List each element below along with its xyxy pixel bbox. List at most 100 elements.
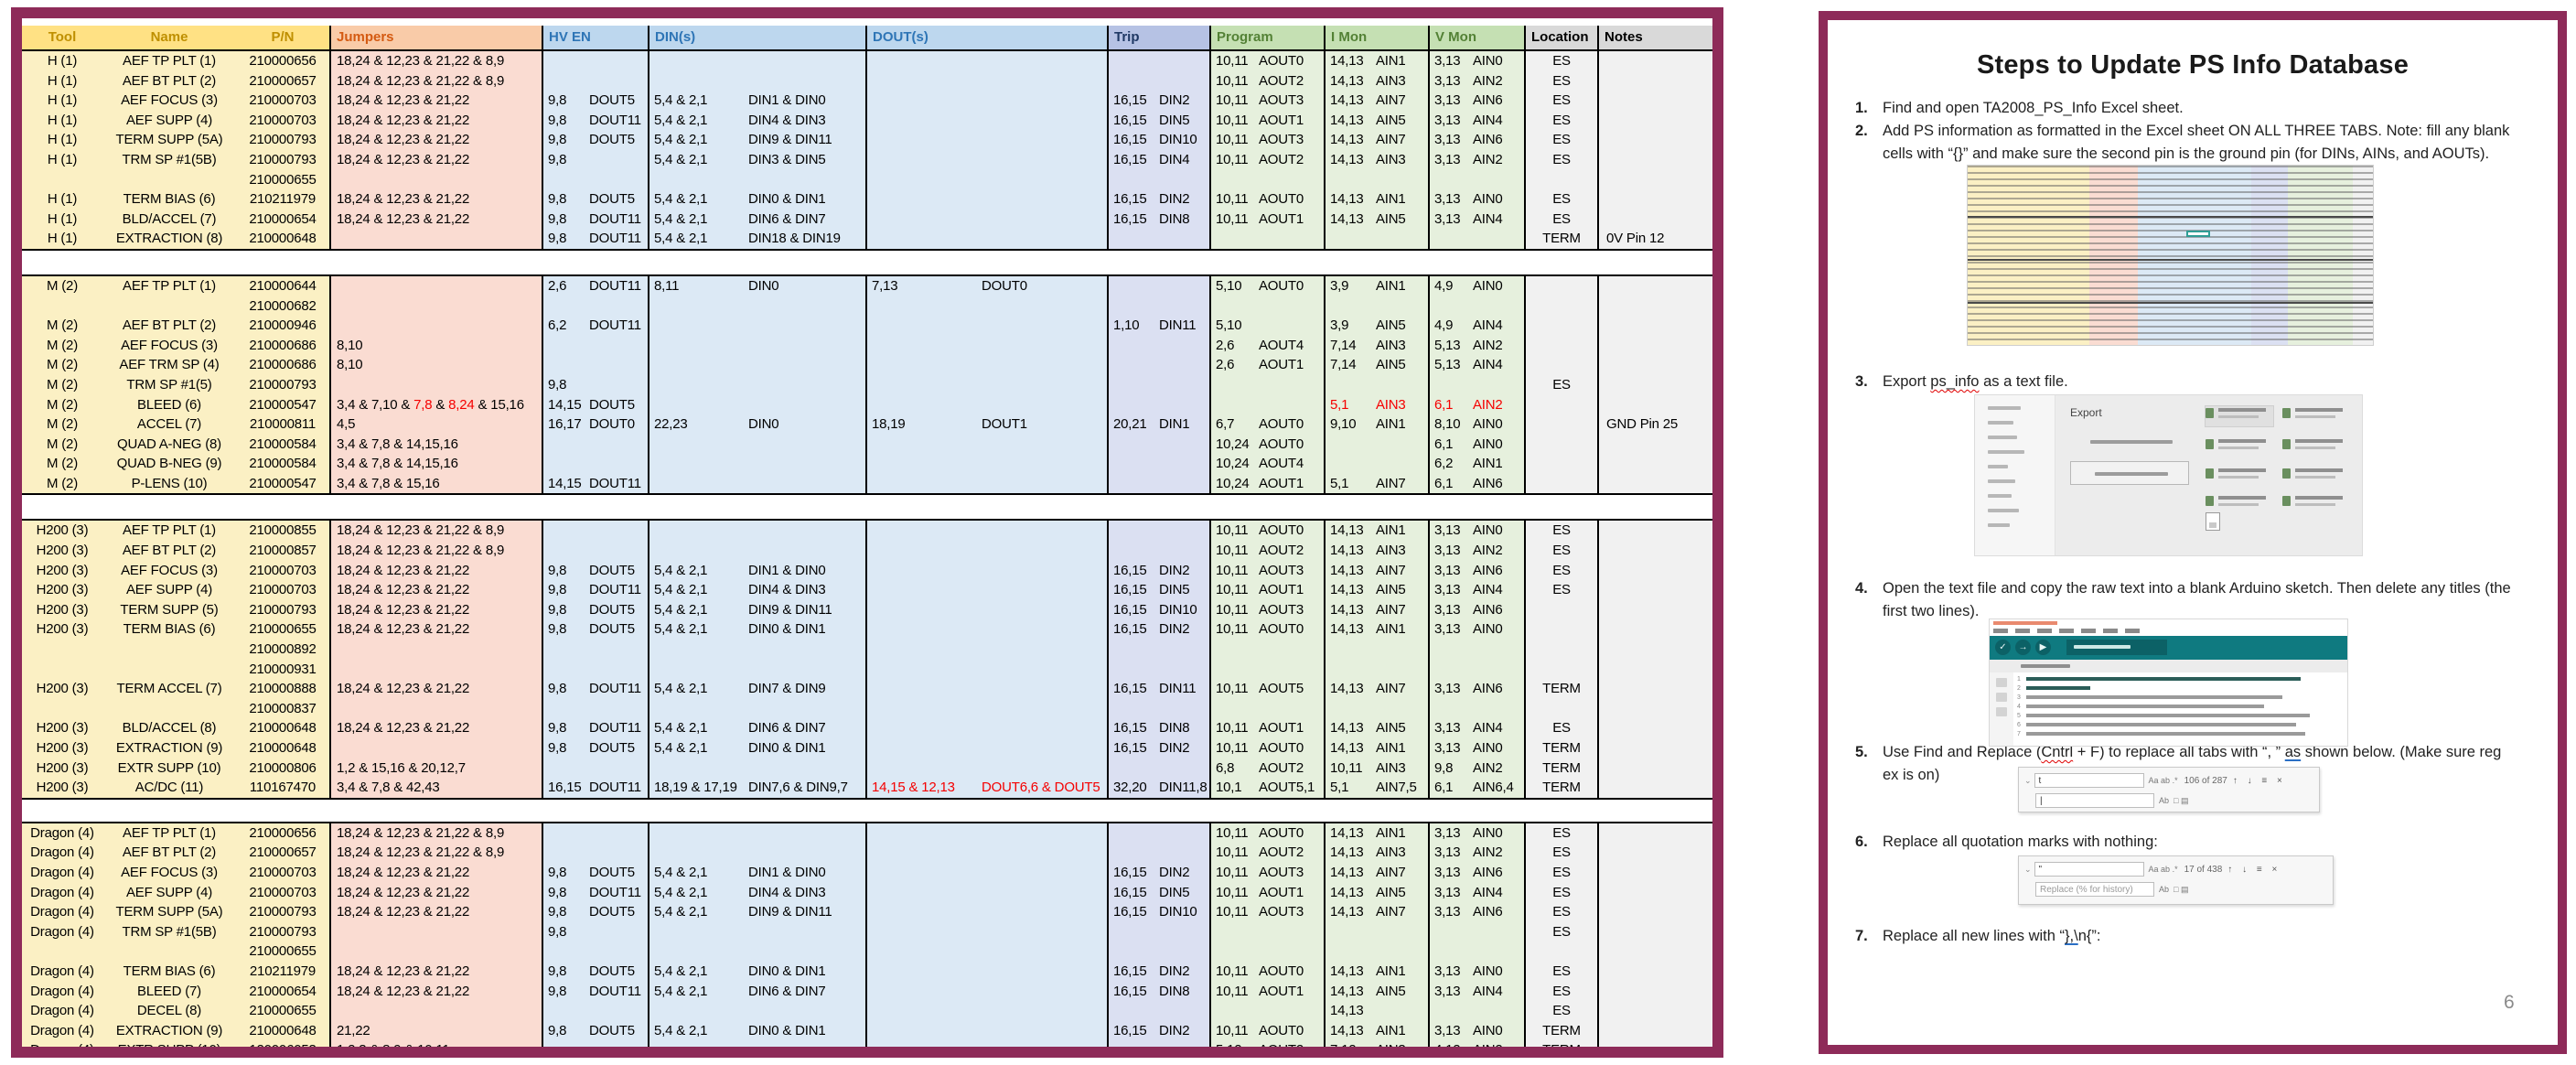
cell-dout xyxy=(865,560,1107,581)
cell-pn: 210000811 xyxy=(236,414,329,435)
cell-name: TERM SUPP (5A) xyxy=(102,902,236,922)
code-line: 5 xyxy=(2017,713,2310,720)
cell-name: AEF BT PLT (2) xyxy=(102,70,236,91)
cell-notes xyxy=(1597,169,1712,190)
cell-vmon xyxy=(1428,1001,1524,1021)
cell-tool: M (2) xyxy=(22,275,102,296)
cell-trip xyxy=(1107,1040,1209,1047)
cell-din: 5,4 & 2,1 DIN6 & DIN7 xyxy=(648,209,865,230)
excel-jumper-columns xyxy=(2088,166,2139,345)
cell-prog: 2,6 AOUT4 xyxy=(1209,335,1324,356)
cell-name xyxy=(102,659,236,680)
cell-trip xyxy=(1107,941,1209,962)
cell-name: ACCEL (7) xyxy=(102,414,236,435)
table-row: Dragon (4) DECEL (8) 210000655 14,13 ES xyxy=(22,1001,1712,1021)
cell-trip xyxy=(1107,473,1209,494)
step-item: 5. Use Find and Replace (Cntrl + F) to re… xyxy=(1855,741,2516,787)
cell-vmon: 3,13 AIN0 xyxy=(1428,619,1524,640)
step-text: Replace all quotation marks with nothing… xyxy=(1883,834,2158,850)
cell-location xyxy=(1524,335,1597,356)
cell-vmon: 3,13 AIN0 xyxy=(1428,521,1524,542)
table-row: H (1) AEF SUPP (4) 210000703 18,24 & 12,23 … xyxy=(22,110,1712,131)
cell-tool: H200 (3) xyxy=(22,599,102,620)
replace-one-icon: □ ▤ xyxy=(2174,796,2189,805)
cell-hv xyxy=(542,640,648,660)
cell-dout xyxy=(865,541,1107,561)
cell-notes xyxy=(1597,91,1712,111)
cell-name: AEF TP PLT (1) xyxy=(102,823,236,844)
table-row: H200 (3) AEF SUPP (4) 210000703 18,24 & 12,… xyxy=(22,580,1712,600)
cell-vmon: 3,13 AIN0 xyxy=(1428,961,1524,982)
cell-pn: 210000644 xyxy=(236,275,329,296)
cell-imon: 7,14 AIN5 xyxy=(1324,355,1428,375)
page-title: Steps to Update PS Info Database xyxy=(1976,50,2410,80)
column-header: Program xyxy=(1209,26,1324,49)
cell-din: 5,4 & 2,1 DIN3 & DIN5 xyxy=(648,149,865,170)
cell-dout xyxy=(865,679,1107,699)
cell-vmon: 3,13 AIN2 xyxy=(1428,541,1524,561)
pinout-table-page: Tool Name P/N Jumpers HV EN DIN(s) DOUT(s) Trip… xyxy=(11,7,1723,1058)
cell-jumpers xyxy=(329,316,542,336)
cell-notes xyxy=(1597,902,1712,922)
cell-imon xyxy=(1324,698,1428,719)
table-row: H200 (3) BLD/ACCEL (8) 210000648 18,24 & 12… xyxy=(22,718,1712,738)
column-header: V Mon xyxy=(1428,26,1524,49)
table-row: M (2) AEF TRM SP (4) 210000686 8,10 2,6 AOUT1… xyxy=(22,355,1712,375)
cell-tool xyxy=(22,640,102,660)
cell-jumpers: 1,2 & 15,16 & 20,12,7 xyxy=(329,758,542,779)
cell-pn: 210000547 xyxy=(236,473,329,494)
cell-tool: Dragon (4) xyxy=(22,1020,102,1041)
cell-dout xyxy=(865,394,1107,415)
cell-hv: 9,8 DOUT11 xyxy=(542,580,648,600)
cell-din xyxy=(648,394,865,415)
cell-trip xyxy=(1107,355,1209,375)
cell-trip: 16,15 DIN10 xyxy=(1107,599,1209,620)
cell-location: ES xyxy=(1524,823,1597,844)
cell-hv: 9,8 DOUT5 xyxy=(542,902,648,922)
cell-imon: 14,13 AIN5 xyxy=(1324,981,1428,1002)
cell-vmon: 3,13 AIN6 xyxy=(1428,862,1524,883)
cell-notes xyxy=(1597,110,1712,131)
code-line: 4 xyxy=(2017,704,2264,711)
cell-location xyxy=(1524,941,1597,962)
cell-jumpers: 3,4 & 7,10 & 7,8 & 8,24 & 15,16 xyxy=(329,394,542,415)
cell-notes xyxy=(1597,823,1712,844)
cell-pn: 210000655 xyxy=(236,169,329,190)
cell-imon: 10,11 AIN3 xyxy=(1324,758,1428,779)
cell-din xyxy=(648,521,865,542)
cell-imon: 14,13 AIN7 xyxy=(1324,91,1428,111)
step-number: 7. xyxy=(1855,928,1868,944)
cell-name: EXTRACTION (9) xyxy=(102,1020,236,1041)
column-header: Notes xyxy=(1597,26,1712,49)
cell-tool: H200 (3) xyxy=(22,718,102,738)
cell-location: ES xyxy=(1524,902,1597,922)
cell-prog: 10,11 AOUT3 xyxy=(1209,130,1324,150)
column-header: I Mon xyxy=(1324,26,1428,49)
cell-pn: 210000686 xyxy=(236,335,329,356)
cell-hv: 9,8 DOUT5 xyxy=(542,1020,648,1041)
section-gap xyxy=(22,495,1712,520)
cell-trip: 16,15 DIN4 xyxy=(1107,149,1209,170)
cell-vmon: 3,13 AIN6 xyxy=(1428,560,1524,581)
cell-pn: 210000648 xyxy=(236,738,329,758)
cell-name: AEF FOCUS (3) xyxy=(102,335,236,356)
cell-dout xyxy=(865,473,1107,494)
cell-prog: 2,6 AOUT1 xyxy=(1209,355,1324,375)
cell-prog xyxy=(1209,374,1324,395)
cell-pn: 210000888 xyxy=(236,679,329,699)
cell-prog: 10,11 AOUT1 xyxy=(1209,110,1324,131)
cell-vmon xyxy=(1428,921,1524,942)
table-row: H200 (3) TERM ACCEL (7) 210000888 18,24 & 1… xyxy=(22,679,1712,699)
cell-pn: 210000682 xyxy=(236,296,329,317)
table-row: Dragon (4) BLEED (7) 210000654 18,24 & 12,2… xyxy=(22,981,1712,1002)
table-row: H200 (3) AEF FOCUS (3) 210000703 18,24 & 12… xyxy=(22,560,1712,581)
cell-dout xyxy=(865,296,1107,317)
cell-imon: 14,13 AIN7 xyxy=(1324,902,1428,922)
cell-prog: 10,11 AOUT2 xyxy=(1209,541,1324,561)
cell-imon: 14,13 AIN7 xyxy=(1324,679,1428,699)
cell-jumpers xyxy=(329,698,542,719)
step-text: Find and open TA2008_PS_Info Excel sheet… xyxy=(1883,100,2184,116)
cell-trip xyxy=(1107,521,1209,542)
cell-prog: 10,11 AOUT0 xyxy=(1209,619,1324,640)
cell-jumpers: 3,4 & 7,8 & 14,15,16 xyxy=(329,434,542,455)
